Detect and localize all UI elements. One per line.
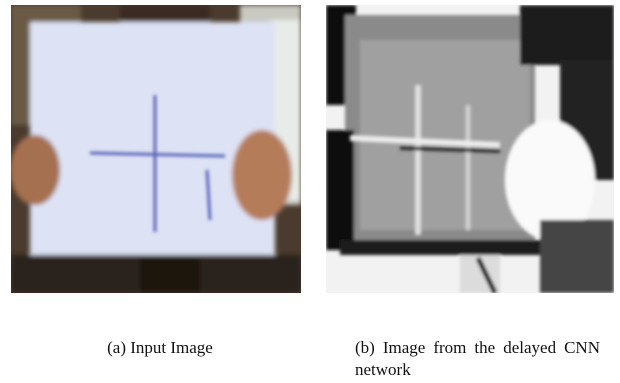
- caption: (a) Input Image: [60, 337, 260, 359]
- figure-images: [0, 0, 620, 383]
- input-image: [10, 5, 301, 293]
- caption: (b) Image from the delayed CNN network: [355, 337, 600, 381]
- cnn-output-image: [326, 5, 614, 293]
- figure-page: (a) Input Image (b) Image from the delay…: [0, 0, 620, 383]
